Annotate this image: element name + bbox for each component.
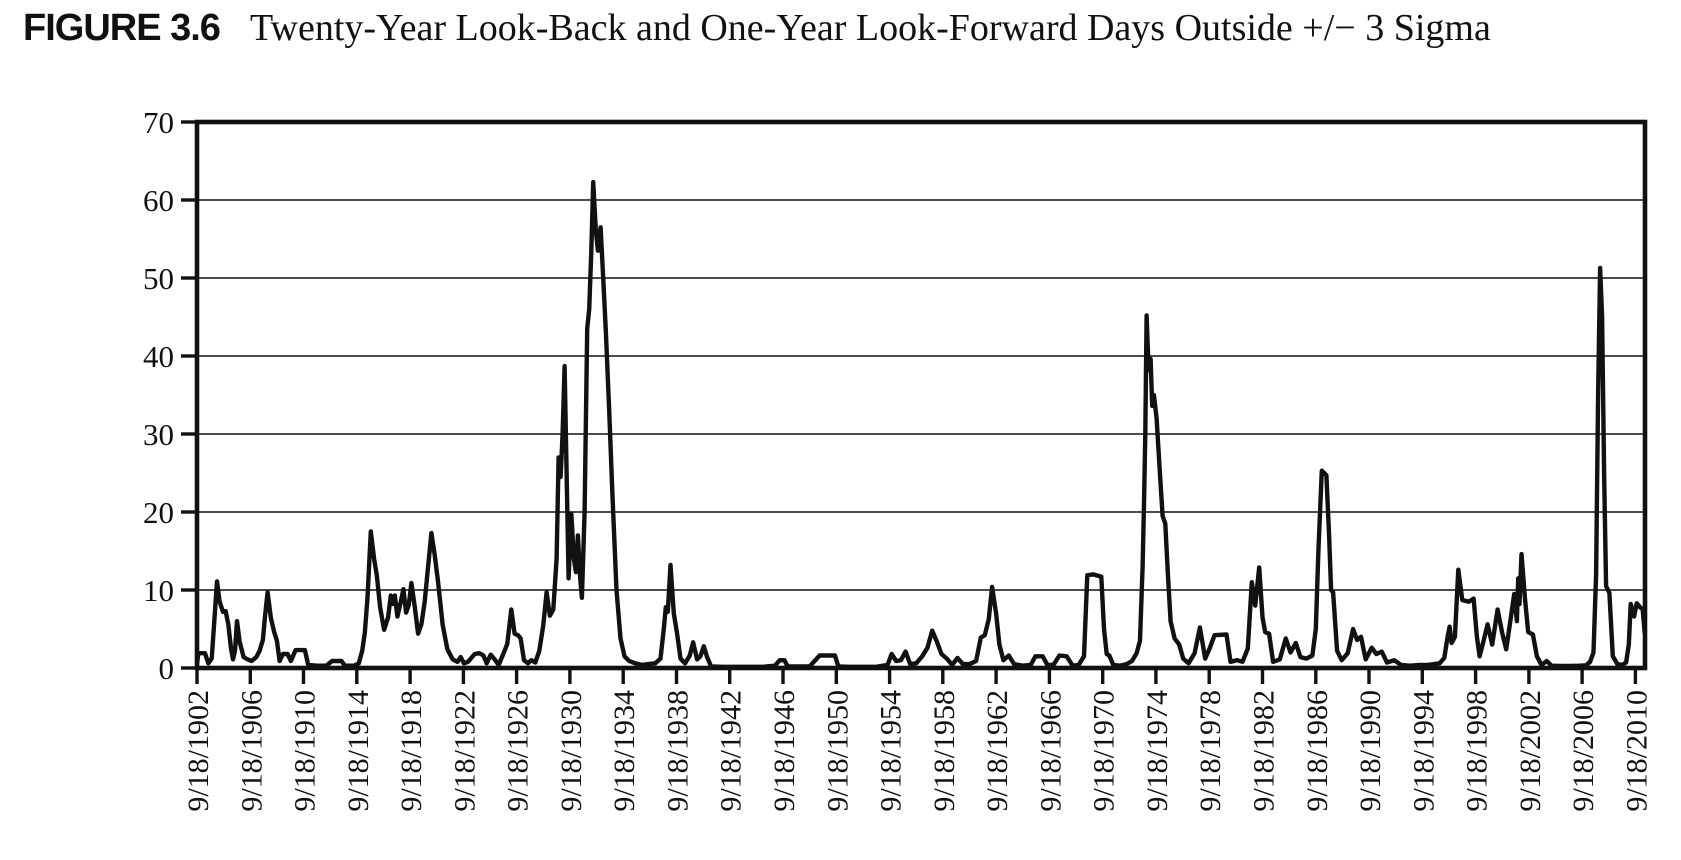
y-axis-label-60: 60	[143, 183, 174, 218]
y-axis-label-70: 70	[143, 105, 174, 140]
x-axis-label-1986: 9/18/1986	[1301, 690, 1334, 812]
x-axis-label-1906: 9/18/1906	[235, 690, 268, 812]
y-axis-label-10: 10	[143, 573, 174, 608]
x-axis-label-1982: 9/18/1982	[1248, 690, 1281, 812]
x-axis-label-1914: 9/18/1914	[342, 690, 375, 812]
x-axis-label-2006: 9/18/2006	[1567, 690, 1600, 812]
x-axis-label-1918: 9/18/1918	[395, 690, 428, 812]
x-axis-label-1910: 9/18/1910	[289, 690, 322, 812]
x-axis-label-1998: 9/18/1998	[1461, 690, 1494, 812]
series-line-days-outside-3-sigma	[194, 179, 1647, 669]
x-axis-label-2002: 9/18/2002	[1514, 690, 1547, 812]
x-axis-label-1950: 9/18/1950	[821, 690, 854, 812]
x-axis-label-1942: 9/18/1942	[715, 690, 748, 812]
y-axis-label-40: 40	[143, 339, 174, 374]
y-axis-label-30: 30	[143, 417, 174, 452]
x-axis-label-1902: 9/18/1902	[182, 690, 215, 812]
x-axis-label-1954: 9/18/1954	[875, 690, 908, 812]
x-axis-label-1922: 9/18/1922	[448, 690, 481, 812]
y-axis-label-20: 20	[143, 495, 174, 530]
x-axis-label-1966: 9/18/1966	[1034, 690, 1067, 812]
x-axis-label-1978: 9/18/1978	[1194, 690, 1227, 812]
x-axis-label-1990: 9/18/1990	[1354, 690, 1387, 812]
figure-title: Twenty-Year Look-Back and One-Year Look-…	[249, 7, 1491, 49]
x-axis-label-1946: 9/18/1946	[768, 690, 801, 812]
y-axis-label-50: 50	[143, 261, 174, 296]
x-axis-label-1926: 9/18/1926	[502, 690, 535, 812]
x-axis-label-1994: 9/18/1994	[1407, 690, 1440, 812]
x-axis-label-1934: 9/18/1934	[608, 690, 641, 812]
x-axis-label-1970: 9/18/1970	[1088, 690, 1121, 812]
x-axis-label-1938: 9/18/1938	[662, 690, 695, 812]
x-axis-label-1974: 9/18/1974	[1141, 690, 1174, 812]
x-axis-label-1930: 9/18/1930	[555, 690, 588, 812]
figure-caption: FIGURE 3.6 Twenty-Year Look-Back and One-…	[23, 6, 1491, 50]
x-axis-label-1958: 9/18/1958	[928, 690, 961, 812]
figure-number-label: FIGURE 3.6	[23, 7, 221, 49]
plot-frame	[194, 119, 1648, 671]
x-axis-label-2010: 9/18/2010	[1620, 690, 1653, 812]
y-axis-label-0: 0	[159, 651, 175, 686]
x-axis-label-1962: 9/18/1962	[981, 690, 1014, 812]
